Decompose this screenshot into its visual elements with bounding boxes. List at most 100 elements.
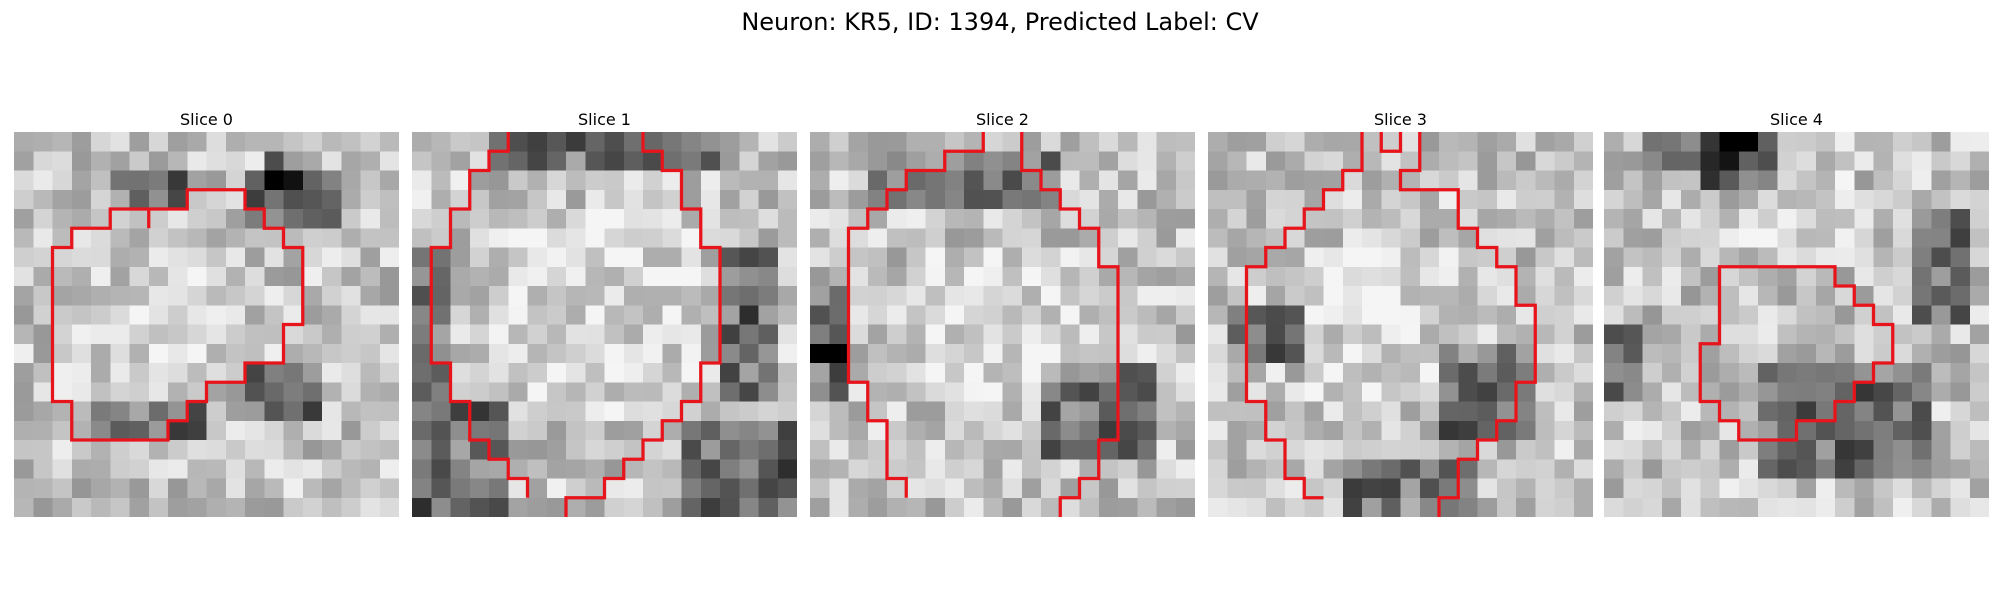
pixel bbox=[1777, 343, 1797, 364]
pixel bbox=[1175, 440, 1195, 460]
pixel bbox=[1002, 151, 1023, 171]
pixel bbox=[322, 247, 342, 268]
pixel bbox=[187, 343, 207, 364]
pixel bbox=[508, 401, 528, 422]
pixel bbox=[302, 497, 323, 517]
pixel bbox=[1873, 247, 1894, 268]
pixel bbox=[206, 440, 227, 460]
pixel bbox=[1815, 401, 1836, 422]
pixel bbox=[700, 266, 721, 287]
pixel bbox=[1719, 305, 1740, 325]
pixel bbox=[623, 363, 644, 383]
pixel bbox=[1175, 324, 1195, 345]
pixel bbox=[1892, 266, 1913, 287]
pixel bbox=[14, 247, 34, 268]
pixel bbox=[925, 324, 946, 345]
pixel bbox=[1496, 209, 1517, 229]
pixel bbox=[720, 401, 740, 422]
pixel bbox=[1535, 401, 1555, 422]
pixel bbox=[1719, 382, 1740, 402]
pixel bbox=[469, 420, 490, 441]
pixel bbox=[1835, 132, 1855, 152]
pixel bbox=[964, 343, 984, 364]
pixel bbox=[1496, 170, 1517, 191]
pixel bbox=[225, 440, 246, 460]
pixel bbox=[1208, 228, 1228, 248]
pixel bbox=[1554, 305, 1575, 325]
pixel bbox=[848, 266, 869, 287]
pixel bbox=[662, 382, 682, 402]
pixel bbox=[1661, 420, 1682, 441]
pixel bbox=[1439, 247, 1459, 268]
pixel bbox=[546, 170, 567, 191]
pixel bbox=[1342, 478, 1363, 499]
pixel bbox=[700, 151, 721, 171]
pixel bbox=[283, 420, 304, 441]
pixel bbox=[1535, 420, 1555, 441]
pixel bbox=[1342, 363, 1363, 383]
pixel bbox=[1021, 228, 1042, 248]
pixel bbox=[129, 228, 150, 248]
pixel bbox=[1573, 363, 1593, 383]
pixel bbox=[1535, 228, 1555, 248]
pixel bbox=[1419, 286, 1440, 306]
pixel bbox=[1854, 324, 1874, 345]
pixel bbox=[1002, 189, 1023, 210]
pixel bbox=[777, 132, 797, 152]
pixel bbox=[187, 459, 207, 479]
pixel bbox=[623, 266, 644, 287]
pixel bbox=[1381, 209, 1401, 229]
pixel bbox=[1362, 209, 1382, 229]
pixel bbox=[585, 497, 605, 517]
pixel bbox=[867, 209, 888, 229]
pixel bbox=[33, 228, 53, 248]
pixel bbox=[187, 266, 207, 287]
pixel bbox=[1873, 420, 1894, 441]
pixel bbox=[469, 305, 490, 325]
pixel bbox=[720, 497, 740, 517]
pixel bbox=[33, 209, 53, 229]
pixel bbox=[1835, 363, 1855, 383]
segmentation-contour bbox=[50, 188, 305, 442]
pixel bbox=[469, 151, 490, 171]
pixel bbox=[1835, 266, 1855, 287]
pixel bbox=[1642, 170, 1663, 191]
pixel bbox=[662, 228, 682, 248]
pixel bbox=[906, 247, 926, 268]
pixel bbox=[1458, 247, 1478, 268]
pixel bbox=[1931, 497, 1951, 517]
pixel bbox=[1362, 247, 1382, 268]
pixel bbox=[1815, 266, 1836, 287]
pixel bbox=[1137, 189, 1157, 210]
pixel bbox=[1815, 343, 1836, 364]
pixel bbox=[1496, 478, 1517, 499]
pixel bbox=[1419, 209, 1440, 229]
pixel bbox=[14, 228, 34, 248]
pixel bbox=[360, 286, 381, 306]
pixel bbox=[431, 363, 451, 383]
pixel bbox=[1477, 420, 1498, 441]
pixel bbox=[1573, 459, 1593, 479]
pixel bbox=[1381, 132, 1401, 152]
pixel bbox=[1854, 420, 1874, 441]
pixel bbox=[129, 247, 150, 268]
pixel bbox=[1738, 247, 1759, 268]
pixel bbox=[739, 151, 759, 171]
pixel bbox=[1516, 478, 1536, 499]
pixel bbox=[867, 170, 888, 191]
pixel bbox=[1912, 382, 1932, 402]
pixel bbox=[983, 324, 1003, 345]
pixel bbox=[1021, 401, 1042, 422]
pixel bbox=[1496, 420, 1517, 441]
pixel bbox=[1419, 420, 1440, 441]
pixel bbox=[1458, 305, 1478, 325]
pixel bbox=[129, 363, 150, 383]
pixel bbox=[1516, 286, 1536, 306]
pixel bbox=[1604, 363, 1624, 383]
pixel bbox=[700, 420, 721, 441]
pixel bbox=[1950, 305, 1971, 325]
pixel bbox=[412, 420, 432, 441]
pixel bbox=[129, 266, 150, 287]
pixel bbox=[489, 459, 509, 479]
pixel bbox=[450, 189, 471, 210]
